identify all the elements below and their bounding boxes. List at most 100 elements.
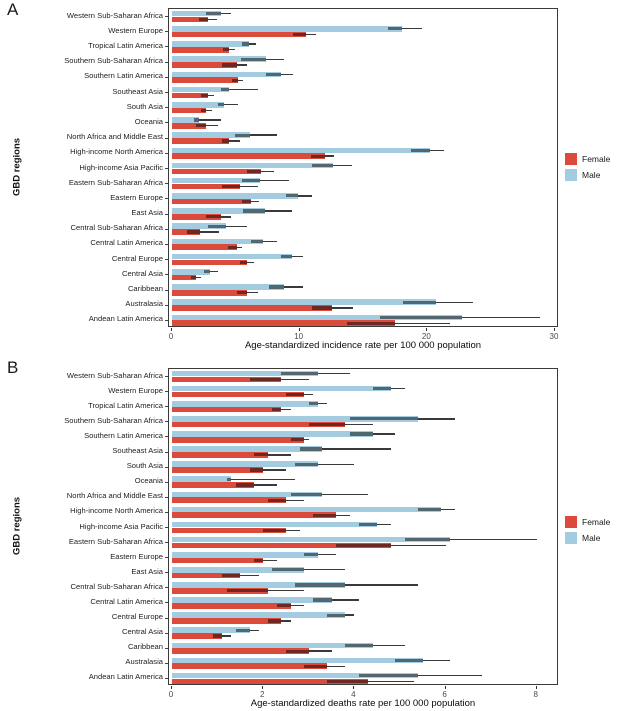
error-bar-female-high xyxy=(368,680,414,682)
bar-female xyxy=(172,376,282,383)
error-bar-male-high xyxy=(198,119,221,121)
error-bar-female-high xyxy=(390,544,446,547)
x-tick-label: 8 xyxy=(533,690,538,699)
bar-male xyxy=(172,521,378,528)
x-tick-label: 20 xyxy=(421,332,431,341)
y-tick xyxy=(165,677,168,679)
bar-female xyxy=(172,92,208,99)
error-bar-male-low xyxy=(395,658,423,662)
error-bar-female-low xyxy=(196,124,207,128)
error-bar-male-low xyxy=(240,57,267,61)
error-bar-female-high xyxy=(345,424,373,426)
error-bar-male-high xyxy=(401,28,423,30)
bar-male xyxy=(172,269,211,275)
error-bar-male-low xyxy=(403,300,437,304)
bar-female xyxy=(172,122,207,129)
error-bar-female-low xyxy=(232,78,239,82)
error-bar-male-low xyxy=(251,239,263,244)
bar-female xyxy=(172,214,221,220)
y-tick xyxy=(165,46,168,48)
y-tick xyxy=(165,647,168,649)
x-tick xyxy=(171,328,172,331)
error-bar-male-high xyxy=(422,659,451,662)
region-label: Australasia xyxy=(125,657,163,667)
bar-male xyxy=(172,208,266,214)
error-bar-male-high xyxy=(372,433,396,435)
error-bar-female-low xyxy=(213,634,223,638)
error-bar-female-low xyxy=(247,169,262,173)
bar-male xyxy=(172,582,346,588)
bar-female xyxy=(172,305,332,311)
y-tick xyxy=(165,213,168,215)
y-tick xyxy=(165,243,168,245)
region-label: Central Europe xyxy=(111,612,163,622)
error-bar-female-low xyxy=(235,483,255,487)
y-tick xyxy=(165,436,168,438)
region-label: Oceania xyxy=(134,116,163,126)
error-bar-male-low xyxy=(243,209,266,213)
region-label: South Asia xyxy=(126,101,163,111)
y-tick xyxy=(165,511,168,513)
region-label: North Africa and Middle East xyxy=(66,491,163,501)
bar-female xyxy=(172,62,238,68)
error-bar-female-high xyxy=(308,650,332,652)
error-bar-female-low xyxy=(313,513,337,517)
y-tick xyxy=(165,198,168,200)
error-bar-female-high xyxy=(285,499,305,501)
error-bar-male-low xyxy=(349,417,419,421)
region-label: Western Sub-Saharan Africa xyxy=(66,370,163,380)
bar-male xyxy=(172,551,318,558)
error-bar-female-high xyxy=(395,322,451,324)
error-bar-female-low xyxy=(276,604,291,608)
error-bar-female-high xyxy=(254,484,277,486)
error-bar-male-low xyxy=(242,42,249,46)
legend-a: Female Male xyxy=(565,153,610,185)
region-label: Central Latin America xyxy=(90,596,163,606)
x-tick xyxy=(426,328,428,331)
error-bar-female-high xyxy=(207,18,217,21)
y-tick xyxy=(165,496,168,498)
panel-b: B GBD regions Age-standardized deaths ra… xyxy=(0,356,618,711)
y-tick xyxy=(165,602,168,604)
error-bar-female-high xyxy=(238,79,244,81)
bar-female xyxy=(172,168,262,175)
y-tick xyxy=(165,587,168,589)
error-bar-male-low xyxy=(285,194,299,198)
region-label: East Asia xyxy=(131,208,163,218)
error-bar-female-low xyxy=(254,453,268,457)
legend-label-female: Female xyxy=(582,517,611,527)
bar-female xyxy=(172,77,239,83)
bar-female xyxy=(172,244,238,251)
error-bar-female-high xyxy=(207,94,215,96)
bar-female xyxy=(172,678,369,685)
x-tick-label: 2 xyxy=(259,690,265,699)
error-bar-male-low xyxy=(217,103,225,107)
bar-male xyxy=(172,253,292,260)
x-tick xyxy=(444,686,446,689)
x-tick xyxy=(298,328,300,331)
error-bar-female-low xyxy=(249,468,264,472)
error-bar-female-low xyxy=(221,63,238,67)
y-tick xyxy=(165,274,168,276)
error-bar-male-high xyxy=(377,523,391,526)
bar-male xyxy=(172,536,451,543)
bar-female xyxy=(172,512,337,519)
region-label: East Asia xyxy=(131,566,163,576)
bar-male xyxy=(172,314,462,321)
error-bar-male-high xyxy=(210,271,218,273)
y-tick xyxy=(165,572,168,574)
bar-male xyxy=(172,416,419,422)
bar-female xyxy=(172,648,309,654)
error-bar-male-low xyxy=(206,12,221,16)
bar-female xyxy=(172,497,286,503)
error-bar-female-high xyxy=(336,514,350,516)
error-bar-male-low xyxy=(304,553,318,557)
error-bar-male-low xyxy=(207,224,226,228)
error-bar-female-low xyxy=(228,245,238,249)
region-label: Eastern Europe xyxy=(110,551,163,561)
error-bar-male-low xyxy=(269,285,285,289)
error-bar-male-low xyxy=(299,447,323,451)
error-bar-male-low xyxy=(234,133,250,137)
error-bar-female-high xyxy=(220,216,231,218)
region-label: Andean Latin America xyxy=(88,314,163,324)
